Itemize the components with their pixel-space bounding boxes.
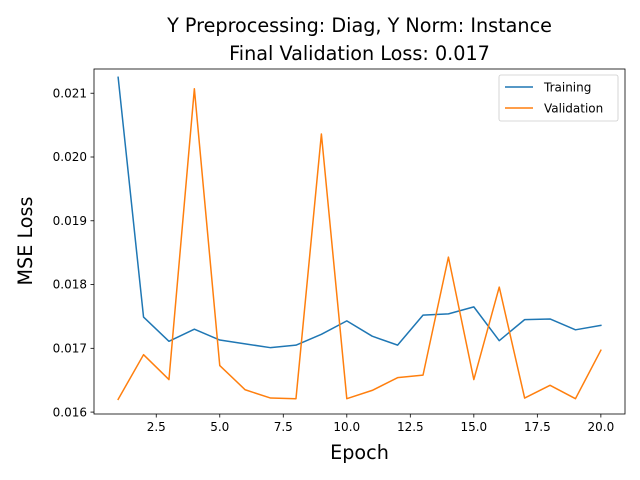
series-line-training: [117, 76, 602, 349]
chart-subtitle: Final Validation Loss: 0.017: [229, 42, 490, 65]
legend-label-validation: Validation: [544, 101, 603, 115]
y-axis-label: MSE Loss: [14, 196, 37, 285]
x-tick-label: 7.5: [274, 420, 293, 434]
y-tick-label: 0.020: [53, 150, 87, 164]
x-tick-label: 15.0: [460, 420, 487, 434]
x-axis-label: Epoch: [330, 441, 389, 464]
x-tick-label: 5.0: [210, 420, 229, 434]
x-tick-label: 2.5: [147, 420, 166, 434]
x-tick-label: 12.5: [397, 420, 424, 434]
x-tick-label: 20.0: [588, 420, 615, 434]
y-tick-label: 0.021: [53, 86, 87, 100]
y-tick-label: 0.018: [53, 278, 87, 292]
axes-frame: [93, 68, 626, 415]
y-tick-label: 0.016: [53, 405, 87, 419]
x-tick-label: 17.5: [524, 420, 551, 434]
y-tick-label: 0.019: [53, 214, 87, 228]
chart-title: Y Preprocessing: Diag, Y Norm: Instance: [166, 14, 552, 37]
series-line-validation: [117, 88, 602, 401]
x-tick-label: 10.0: [333, 420, 360, 434]
legend: Training Validation: [498, 74, 619, 122]
plot-area: 2.5 5.0 7.5 10.0 12.5 15.0 17.5 20.0 0.016 0.017 0…: [53, 68, 626, 434]
legend-label-training: Training: [543, 80, 591, 94]
y-tick-label: 0.017: [53, 342, 87, 356]
